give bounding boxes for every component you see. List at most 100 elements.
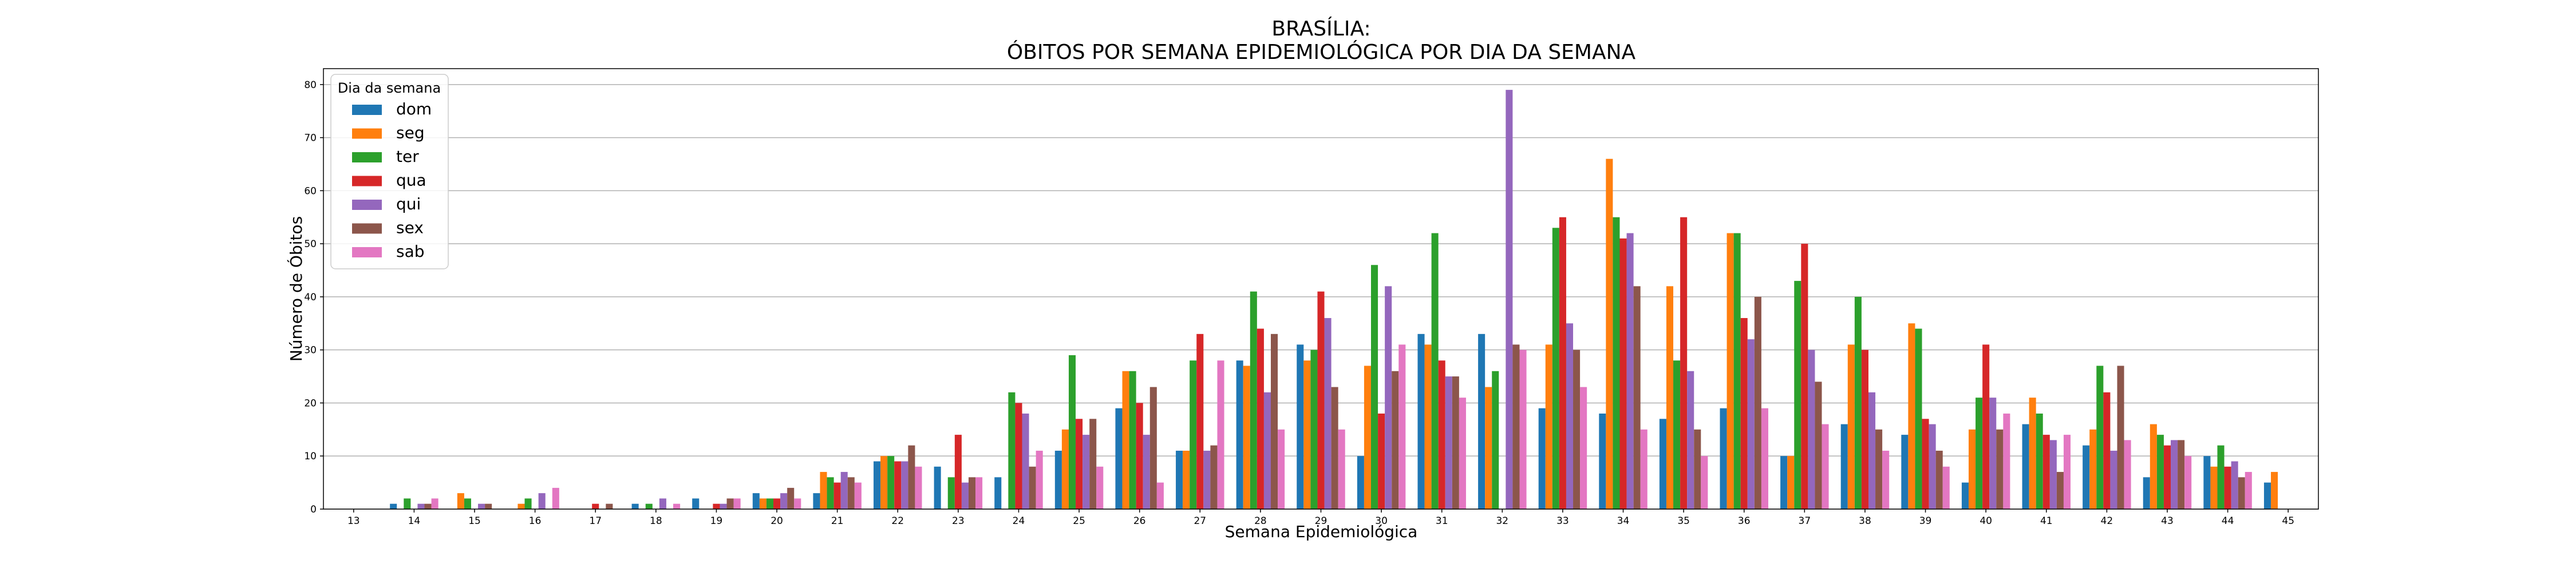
x-tick-label: 44 (2222, 515, 2234, 527)
y-tick-label: 30 (304, 345, 317, 356)
bar-sex-33 (1573, 349, 1581, 509)
y-tick-label: 50 (304, 239, 317, 250)
legend-swatch-qui (352, 200, 382, 210)
legend-swatch-sab (352, 247, 382, 257)
bar-seg-16 (517, 503, 525, 509)
bar-ter-27 (1190, 360, 1197, 509)
bar-qui-24 (1022, 414, 1029, 509)
x-tick-label: 14 (408, 515, 421, 527)
bar-ter-29 (1310, 349, 1318, 509)
bar-sex-31 (1452, 376, 1459, 509)
bar-ter-28 (1250, 291, 1257, 509)
bar-sab-32 (1519, 349, 1527, 509)
bar-dom-45 (2263, 482, 2271, 509)
bar-qui-18 (659, 498, 666, 509)
x-tick-label: 42 (2101, 515, 2113, 527)
bar-dom-35 (1659, 419, 1666, 509)
bar-qui-21 (840, 472, 848, 509)
x-tick-label: 41 (2040, 515, 2053, 527)
bar-sab-19 (733, 498, 741, 509)
x-tick-label: 43 (2161, 515, 2174, 527)
bar-ter-33 (1552, 228, 1559, 509)
bar-sab-22 (915, 466, 922, 509)
bar-qua-20 (773, 498, 781, 509)
bar-qua-19 (713, 503, 720, 509)
bar-qua-42 (2103, 392, 2111, 509)
x-tick-label: 40 (1980, 515, 1992, 527)
bar-ter-34 (1613, 217, 1620, 509)
bar-seg-42 (2089, 429, 2097, 509)
bar-seg-35 (1666, 286, 1674, 509)
bar-seg-40 (1968, 429, 1976, 509)
x-tick-label: 35 (1677, 515, 1690, 527)
bar-qua-26 (1136, 403, 1143, 509)
bar-qui-25 (1082, 435, 1090, 509)
bar-sex-17 (606, 503, 613, 509)
bar-qui-34 (1626, 233, 1634, 509)
bar-dom-20 (752, 493, 760, 509)
bar-sex-30 (1392, 371, 1399, 509)
bar-ter-44 (2217, 445, 2225, 509)
bar-sex-32 (1512, 344, 1520, 509)
bar-qua-40 (1982, 344, 1990, 509)
bar-sex-44 (2238, 477, 2245, 509)
x-tick-label: 30 (1375, 515, 1388, 527)
bar-sex-21 (847, 477, 855, 509)
bar-qui-15 (478, 503, 485, 509)
bar-qui-22 (901, 461, 908, 509)
bar-qui-43 (2171, 440, 2178, 509)
bar-dom-44 (2203, 456, 2211, 509)
bar-sab-26 (1156, 482, 1164, 509)
bar-dom-21 (813, 493, 820, 509)
legend-label-seg: seg (396, 124, 425, 142)
bar-seg-32 (1485, 387, 1492, 509)
x-tick-label: 37 (1799, 515, 1811, 527)
bar-ter-22 (887, 456, 895, 509)
bar-dom-34 (1599, 414, 1606, 509)
bar-sab-16 (552, 487, 559, 509)
bar-sex-34 (1633, 286, 1641, 509)
bar-ter-26 (1129, 371, 1136, 509)
bar-sab-31 (1459, 398, 1466, 509)
bar-ter-42 (2096, 366, 2104, 509)
bar-qua-39 (1922, 419, 1929, 509)
bar-sab-36 (1761, 408, 1768, 509)
bar-dom-14 (390, 503, 397, 509)
bar-ter-14 (404, 498, 411, 509)
bar-seg-28 (1243, 366, 1250, 509)
bar-qua-17 (592, 503, 599, 509)
y-tick-label: 70 (304, 133, 317, 144)
bar-sex-15 (485, 503, 492, 509)
bar-qua-28 (1257, 328, 1264, 509)
bar-dom-32 (1478, 333, 1485, 509)
bar-seg-41 (2029, 398, 2036, 509)
bar-sex-27 (1210, 445, 1218, 509)
bar-qua-23 (954, 435, 962, 509)
legend-swatch-ter (352, 152, 382, 162)
bar-sex-39 (1935, 450, 1943, 509)
bar-sex-26 (1149, 387, 1157, 509)
bar-qui-19 (720, 503, 727, 509)
x-tick-label: 20 (771, 515, 783, 527)
x-tick-label: 25 (1073, 515, 1085, 527)
bar-qua-36 (1740, 318, 1748, 509)
legend-label-qui: qui (396, 194, 421, 213)
bar-sab-21 (854, 482, 862, 509)
bar-sex-41 (2056, 472, 2064, 509)
bar-sab-37 (1822, 424, 1829, 509)
bar-sab-38 (1882, 450, 1890, 509)
bar-sex-20 (787, 487, 795, 509)
y-tick-label: 60 (304, 185, 317, 197)
bar-dom-26 (1115, 408, 1123, 509)
bar-seg-34 (1606, 158, 1613, 510)
bar-sab-28 (1278, 429, 1285, 509)
bar-sab-20 (794, 498, 801, 509)
bar-qua-38 (1861, 349, 1868, 509)
bar-dom-22 (874, 461, 881, 509)
bar-sex-29 (1331, 387, 1338, 509)
bar-ter-24 (1008, 392, 1016, 509)
bar-dom-24 (994, 477, 1002, 509)
bar-qui-14 (417, 503, 425, 509)
bar-qua-29 (1317, 291, 1325, 509)
